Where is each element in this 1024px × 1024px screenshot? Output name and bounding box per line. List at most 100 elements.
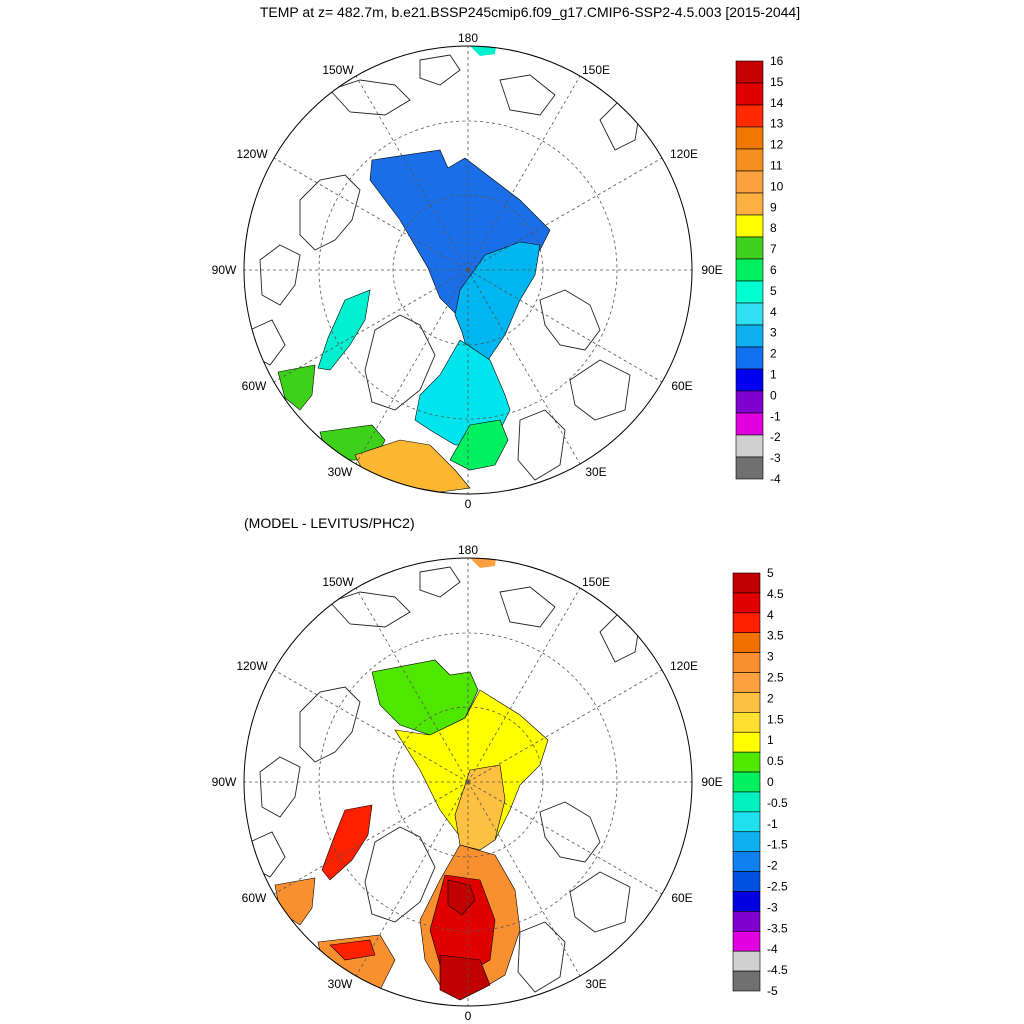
colorbar-swatch — [735, 412, 764, 436]
field-nordic-red-patch — [329, 939, 376, 961]
colorbar-tick-label: 3 — [767, 650, 774, 664]
colorbar-tick-label: 9 — [770, 200, 777, 214]
lon-label: 120W — [236, 147, 268, 161]
colorbar-tick-label: 0.5 — [767, 754, 784, 768]
colorbar-swatch — [735, 236, 764, 260]
colorbar-tick-label: 3 — [770, 326, 777, 340]
panel-subtitle: (MODEL - LEVITUS/PHC2) — [244, 515, 415, 531]
lon-labels: 180 150E 120E 90E 60E 30E 0 30W 60W 90W … — [212, 31, 723, 511]
colorbar-tick-label: -4 — [770, 472, 781, 486]
lon-label: 30E — [585, 977, 606, 991]
map-boundary — [243, 45, 693, 495]
field-basin-orange — [454, 764, 506, 851]
colorbar-tick-label: 8 — [770, 221, 777, 235]
lon-label: 120E — [670, 147, 698, 161]
colorbar-tick-label: -2 — [767, 859, 778, 873]
lon-label: 30W — [328, 977, 353, 991]
colorbar-swatch — [735, 104, 764, 128]
colorbar-swatch — [732, 791, 761, 813]
lon-label: 180 — [458, 543, 478, 557]
colorbar-difference: 5 4.5 4 3.5 3 2.5 2 1.5 1 0.5 0 -0.5 -1 -1.5 -2 -2.5 -3 -… — [732, 566, 788, 998]
colorbar-tick-label: 11 — [770, 159, 783, 173]
colorbar-swatch — [735, 126, 764, 150]
lon-label: 60W — [242, 891, 267, 905]
colorbar-swatch — [735, 324, 764, 348]
colorbar-tick-label: -4.5 — [767, 963, 788, 977]
colorbar-swatch — [732, 751, 761, 773]
field-north-pacific — [470, 558, 496, 568]
colorbar-swatch — [735, 148, 764, 172]
lon-label: 150E — [582, 63, 610, 77]
colorbar-tick-label: 14 — [770, 96, 784, 110]
colorbar-swatch — [735, 456, 764, 480]
colorbar-tick-label: -1 — [767, 817, 778, 831]
colorbar-swatch — [735, 390, 764, 414]
colorbar-tick-label: 7 — [770, 242, 777, 256]
colorbar-swatch — [732, 871, 761, 892]
colorbar-tick-label: -1.5 — [767, 838, 788, 852]
colorbar-swatch — [732, 851, 761, 872]
colorbar-tick-label: -3 — [767, 900, 778, 914]
colorbar-tick-label: -2.5 — [767, 880, 788, 894]
colorbar-swatch — [732, 572, 761, 594]
field-north-pacific — [470, 46, 496, 56]
field-fram-darkred — [447, 879, 476, 916]
colorbar-tick-label: 2 — [767, 691, 774, 705]
colorbar-swatch — [735, 280, 764, 304]
colorbar-tick-label: 4 — [767, 608, 774, 622]
panel-difference: 180 150E 120E 90E 60E 30E 0 30W 60W 90W … — [212, 543, 788, 1023]
lon-label: 60E — [671, 379, 692, 393]
colorbar-swatch — [732, 911, 761, 932]
colorbar-tick-label: 4.5 — [767, 587, 784, 601]
colorbar-swatch — [732, 612, 761, 634]
colorbar-tick-label: 2 — [770, 347, 777, 361]
colorbar-tick-label: 0 — [770, 388, 777, 402]
colorbar-tick-label: 1 — [770, 368, 777, 382]
colorbar-swatch — [735, 60, 764, 84]
field-fram-warm — [449, 419, 509, 471]
colorbar-tick-label: -1 — [770, 409, 781, 423]
colorbar-tick-label: 10 — [770, 179, 784, 193]
colorbar-tick-label: 1 — [767, 733, 774, 747]
lon-label: 90E — [701, 263, 722, 277]
colorbar-tick-label: -3 — [770, 451, 781, 465]
colorbar-tick-label: 3.5 — [767, 629, 784, 643]
lon-label: 90W — [212, 775, 237, 789]
colorbar-tick-label: -4 — [767, 942, 778, 956]
colorbar-tick-label: -5 — [767, 984, 778, 998]
map-grid — [244, 558, 692, 1006]
colorbar-swatch — [735, 346, 764, 370]
lon-label: 120E — [670, 659, 698, 673]
colorbar-tick-label: 0 — [767, 775, 774, 789]
lon-label: 150W — [322, 63, 354, 77]
field-basin-green — [371, 659, 479, 736]
colorbar-tick-label: 16 — [770, 54, 784, 68]
field-nordic-red — [439, 954, 491, 1001]
field-labrador-sea — [277, 364, 316, 411]
colorbar-swatch — [735, 192, 764, 216]
colorbar-swatch — [735, 434, 764, 458]
colorbar-swatch — [732, 831, 761, 852]
panel-temperature: 180 150E 120E 90E 60E 30E 0 30W 60W 90W … — [212, 31, 784, 511]
colorbar-swatch — [735, 82, 764, 106]
field-baffin-bay — [317, 289, 371, 371]
colorbar-swatch — [735, 214, 764, 238]
map-grid — [244, 46, 692, 494]
colorbar-swatch — [732, 692, 761, 713]
lon-label: 150E — [582, 575, 610, 589]
colorbar-tick-label: -0.5 — [767, 796, 788, 810]
colorbar-tick-label: 13 — [770, 117, 784, 131]
colorbar-tick-label: 6 — [770, 263, 777, 277]
colorbar-tick-label: 5 — [767, 566, 774, 580]
colorbar-swatch — [732, 891, 761, 912]
colorbar-tick-label: 4 — [770, 305, 777, 319]
lon-labels: 180 150E 120E 90E 60E 30E 0 30W 60W 90W … — [212, 543, 723, 1023]
colorbar-swatch — [732, 672, 761, 693]
colorbar-swatch — [732, 632, 761, 653]
colorbar-tick-label: 5 — [770, 284, 777, 298]
colorbar-swatch — [735, 258, 764, 282]
colorbar-swatch — [732, 731, 761, 753]
colorbar-swatch — [732, 771, 761, 793]
